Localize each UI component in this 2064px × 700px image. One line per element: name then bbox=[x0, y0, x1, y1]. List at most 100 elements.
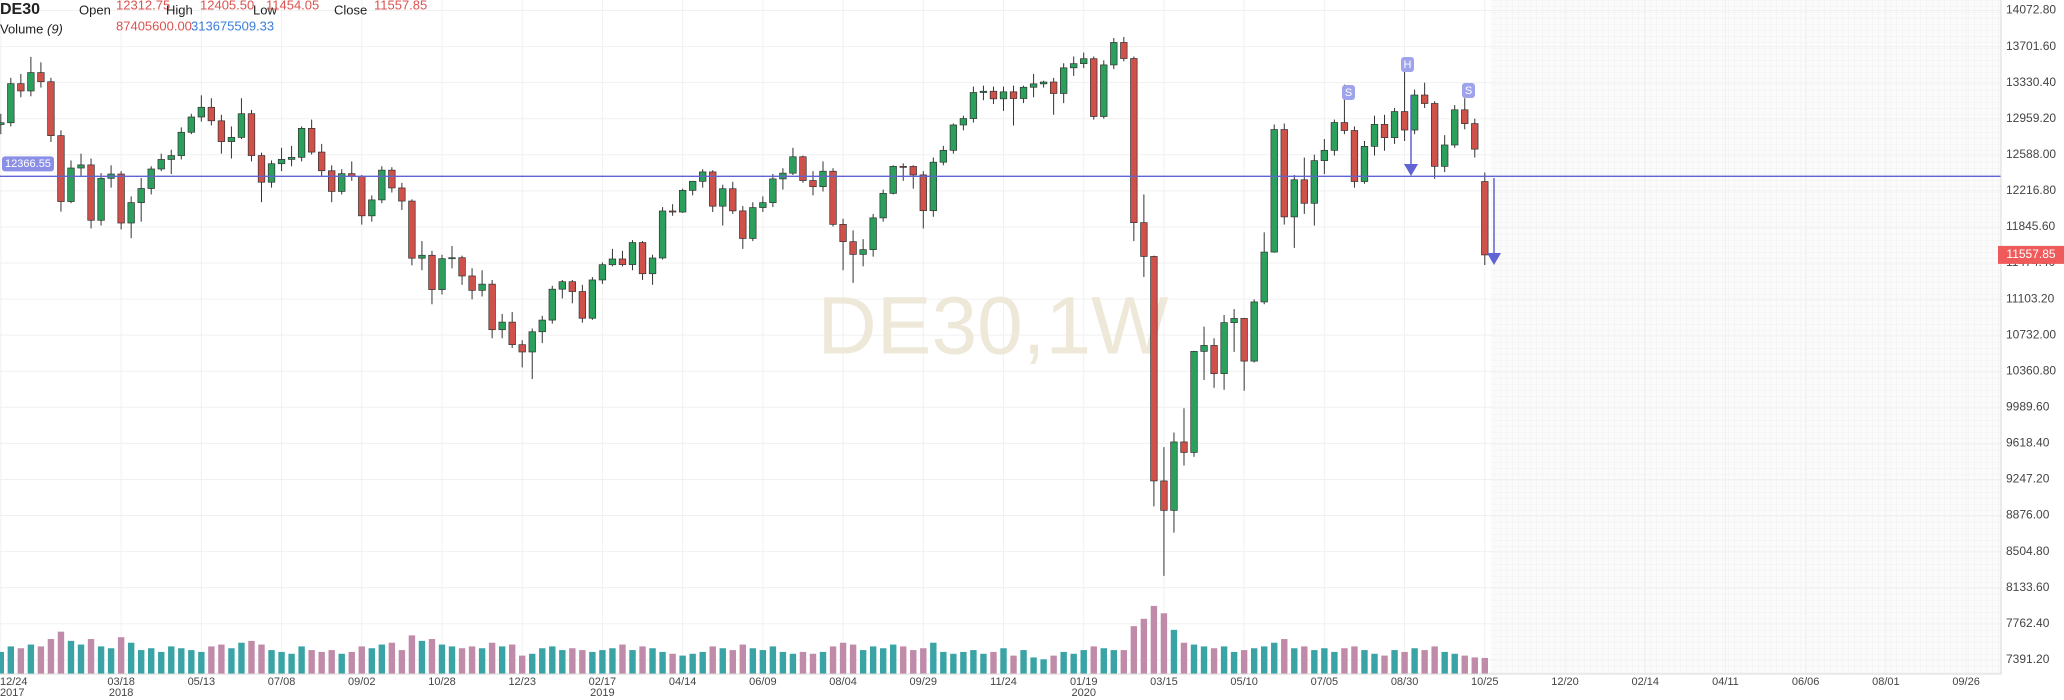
volume-bar bbox=[208, 646, 215, 674]
candle-body bbox=[1431, 103, 1439, 167]
volume-bar bbox=[1301, 646, 1308, 674]
y-tick-label: 11845.60 bbox=[2006, 219, 2055, 233]
volume-bar bbox=[218, 644, 225, 674]
y-tick-label: 7391.20 bbox=[2006, 652, 2050, 666]
volume-bar bbox=[117, 637, 125, 674]
candle-body bbox=[127, 202, 135, 224]
y-tick-label: 14072.80 bbox=[2006, 3, 2056, 17]
volume-bar bbox=[298, 646, 305, 674]
volume-bar bbox=[709, 646, 716, 674]
volume-bar bbox=[819, 651, 827, 674]
volume-bar bbox=[1371, 653, 1378, 674]
volume-bar bbox=[198, 651, 205, 674]
x-tick-label: 09/29 bbox=[910, 676, 938, 688]
candle-body bbox=[1090, 58, 1098, 117]
volume-bar bbox=[759, 650, 767, 674]
candle-body bbox=[709, 171, 717, 207]
candle-body bbox=[1310, 160, 1318, 204]
volume-bar bbox=[1250, 648, 1258, 674]
candle-body bbox=[508, 321, 516, 346]
volume-bar bbox=[1321, 648, 1328, 674]
candle-body bbox=[338, 173, 346, 192]
price-tag-label: 11557.85 bbox=[2006, 247, 2055, 261]
x-tick-label: 04/11 bbox=[1712, 676, 1739, 688]
candle-body bbox=[658, 210, 667, 259]
volume-bar bbox=[1010, 655, 1017, 674]
candle-body bbox=[247, 113, 256, 156]
y-tick-label: 13701.60 bbox=[2006, 39, 2056, 53]
candle-body bbox=[1270, 129, 1278, 253]
volume-bar bbox=[1210, 648, 1218, 674]
candle-body bbox=[17, 83, 25, 92]
volume-bar bbox=[418, 640, 426, 674]
candle-body bbox=[388, 169, 396, 189]
volume-bar bbox=[148, 648, 155, 674]
volume-bar bbox=[1431, 646, 1438, 674]
candle-body bbox=[1390, 111, 1399, 138]
candle-body bbox=[1180, 441, 1188, 453]
volume-bar bbox=[1150, 605, 1158, 674]
y-tick-label: 13330.40 bbox=[2006, 75, 2056, 89]
y-tick-label: 8504.80 bbox=[2006, 544, 2050, 558]
candle-body bbox=[468, 275, 476, 291]
y-tick-label: 9247.20 bbox=[2006, 472, 2050, 486]
volume-bar bbox=[859, 650, 867, 674]
candle-body bbox=[1340, 122, 1349, 131]
candle-body bbox=[1100, 64, 1108, 117]
volume-bar bbox=[1170, 629, 1178, 674]
volume-bar bbox=[448, 646, 456, 674]
level-tag bbox=[2, 156, 54, 172]
volume-bar bbox=[1441, 651, 1448, 674]
candle-body bbox=[518, 344, 526, 353]
candle-body bbox=[277, 159, 286, 165]
candle-body bbox=[1170, 441, 1178, 511]
candle-body bbox=[1250, 301, 1258, 362]
candle-body bbox=[1300, 179, 1308, 204]
x-tick-label: 09/02 bbox=[348, 676, 376, 688]
x-tick-label: 04/14 bbox=[669, 676, 697, 688]
x-tick-label: 01/19 bbox=[1070, 676, 1098, 688]
candle-body bbox=[37, 72, 45, 83]
candle-body bbox=[859, 249, 867, 255]
volume-bar bbox=[338, 653, 345, 674]
candle-body bbox=[909, 166, 917, 176]
volume-bar bbox=[559, 650, 566, 674]
volume-bar bbox=[589, 651, 596, 674]
volume-ma-value: 313675509.33 bbox=[191, 18, 274, 33]
volume-bar bbox=[1411, 648, 1418, 674]
candle-body bbox=[1200, 345, 1208, 352]
candle-body bbox=[1420, 94, 1429, 104]
volume-bar bbox=[1090, 646, 1097, 674]
candle-body bbox=[378, 169, 386, 201]
volume-bar bbox=[498, 646, 506, 674]
volume-bar bbox=[1351, 646, 1358, 674]
candle-body bbox=[829, 170, 837, 225]
candle-body bbox=[1441, 144, 1449, 167]
candle-body bbox=[217, 120, 226, 142]
candle-body bbox=[147, 168, 155, 189]
candle-body bbox=[789, 156, 797, 174]
y-tick-label: 11103.20 bbox=[2006, 291, 2055, 305]
candle-body bbox=[488, 283, 496, 331]
x-year-label: 2018 bbox=[109, 687, 133, 699]
candle-body bbox=[949, 124, 958, 151]
volume-bar bbox=[890, 644, 897, 674]
volume-bar bbox=[1391, 650, 1398, 674]
volume-bar bbox=[920, 648, 927, 674]
volume-bar bbox=[679, 655, 686, 674]
x-tick-label: 10/25 bbox=[1471, 676, 1499, 688]
candle-body bbox=[418, 254, 426, 259]
volume-period: (9) bbox=[47, 21, 63, 36]
y-tick-label: 12588.00 bbox=[2006, 147, 2056, 161]
candle-body bbox=[1120, 42, 1128, 59]
plot bbox=[0, 37, 1489, 674]
volume-bar bbox=[378, 644, 386, 674]
candle-body bbox=[287, 156, 296, 160]
candle-body bbox=[648, 257, 657, 275]
candle-body bbox=[689, 180, 697, 191]
volume-bar bbox=[829, 646, 837, 674]
volume-bar bbox=[1471, 657, 1478, 674]
arrow-head bbox=[1487, 253, 1501, 265]
volume-bar bbox=[428, 639, 436, 674]
